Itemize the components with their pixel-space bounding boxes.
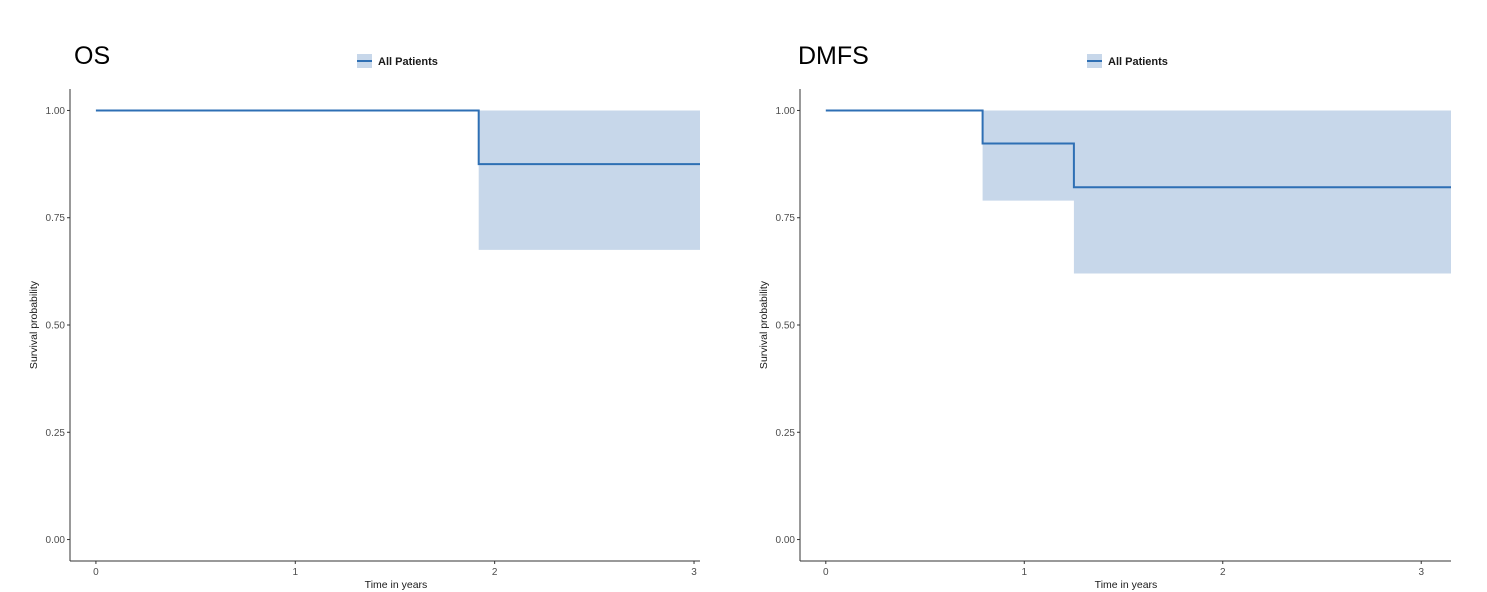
dmfs-legend-label: All Patients [1108, 56, 1168, 68]
os-y-tick-label: 0.25 [46, 428, 66, 439]
os-survival-line [95, 109, 700, 166]
os-panel-title: OS [74, 42, 110, 70]
os-x-tick-label: 1 [293, 567, 299, 578]
os-y-axis-title: Survival probability [28, 280, 40, 369]
dmfs-y-tick-label: 0.50 [776, 321, 796, 332]
os-x-tick-label: 0 [93, 567, 99, 578]
dmfs-x-tick-label: 2 [1220, 567, 1226, 578]
dmfs-x-tick-label: 1 [1021, 567, 1027, 578]
os-legend-label: All Patients [378, 56, 438, 68]
dmfs-panel-title: DMFS [798, 42, 869, 70]
dmfs-panel: DMFS All Patients 0.00 0.25 0.50 0.75 1.00 0 1… [758, 42, 1451, 591]
dmfs-legend: All Patients [1087, 54, 1168, 68]
dmfs-x-tick-label: 0 [823, 567, 829, 578]
os-legend: All Patients [357, 54, 438, 68]
os-plot-area: 0.00 0.25 0.50 0.75 1.00 0 1 2 3 [46, 89, 700, 578]
dmfs-y-axis-title: Survival probability [758, 280, 770, 369]
os-panel: OS All Patients 0.00 0.25 0.50 0.75 1.00 0 1 2 3… [28, 42, 700, 591]
dmfs-y-tick-label: 0.75 [776, 213, 796, 224]
os-y-tick-label: 0.00 [46, 535, 66, 546]
dmfs-y-tick-label: 1.00 [776, 106, 796, 117]
os-x-tick-label: 3 [691, 567, 697, 578]
os-y-tick-label: 0.75 [46, 213, 66, 224]
dmfs-y-tick-label: 0.25 [776, 428, 796, 439]
dmfs-confidence-band [825, 110, 1451, 274]
dmfs-survival-line [825, 109, 1451, 189]
os-y-tick-label: 0.50 [46, 321, 66, 332]
dmfs-x-tick-label: 3 [1418, 567, 1424, 578]
os-x-tick-label: 2 [492, 567, 498, 578]
dmfs-y-tick-label: 0.00 [776, 535, 796, 546]
os-confidence-band [95, 110, 700, 250]
os-y-tick-label: 1.00 [46, 106, 66, 117]
os-x-axis-title: Time in years [365, 579, 428, 591]
dmfs-plot-area: 0.00 0.25 0.50 0.75 1.00 0 1 2 3 [776, 89, 1451, 578]
dmfs-x-axis-title: Time in years [1095, 579, 1158, 591]
